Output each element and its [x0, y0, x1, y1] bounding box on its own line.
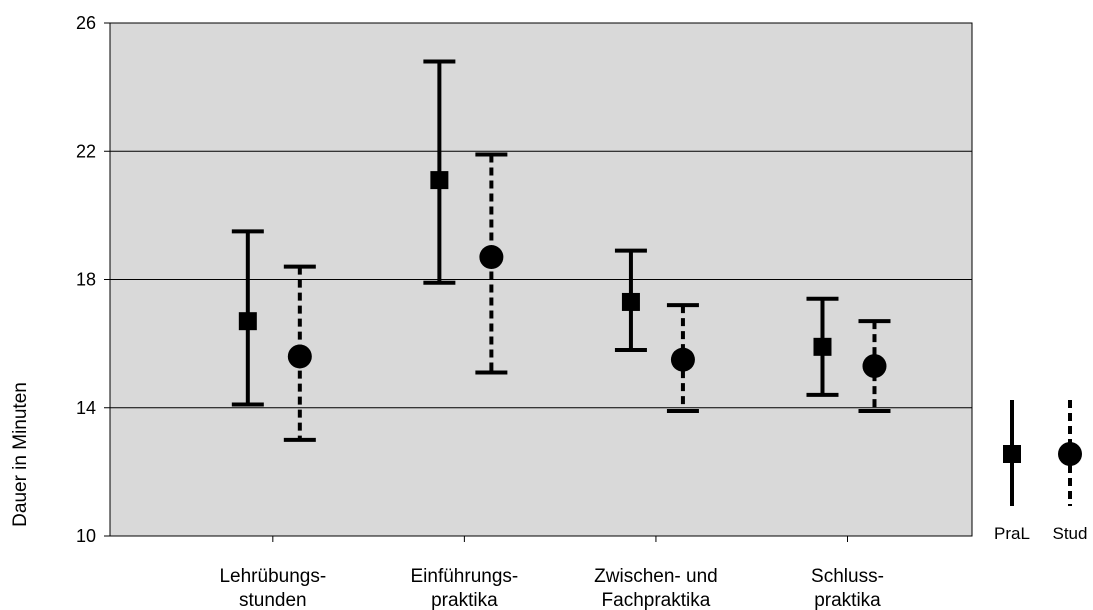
- y-tick-label: 14: [76, 398, 96, 418]
- marker-square: [238, 312, 257, 331]
- y-tick-label: 26: [76, 13, 96, 33]
- legend-marker-square: [1003, 445, 1021, 463]
- x-axis-ticks: Lehrübungs-stunden Einführungs-praktika Zw…: [219, 536, 884, 610]
- x-category-label: stunden: [239, 590, 307, 610]
- y-tick-label: 18: [76, 270, 96, 290]
- grid-lines: [110, 150, 972, 409]
- y-axis-label: Dauer in Minuten: [10, 382, 31, 527]
- legend: PraL Stud: [994, 400, 1087, 543]
- marker-square: [813, 337, 832, 356]
- x-category-label: Fachpraktika: [602, 590, 711, 610]
- marker-square: [430, 171, 449, 190]
- x-category-label: Schluss-: [811, 566, 884, 587]
- marker-circle: [479, 245, 504, 270]
- marker-circle: [862, 354, 887, 379]
- error-bars: [231, 59, 891, 442]
- y-tick-label: 22: [76, 141, 96, 161]
- legend-label: Stud: [1053, 524, 1088, 543]
- marker-circle: [670, 347, 695, 372]
- y-tick-label: 10: [76, 526, 96, 546]
- legend-marker-circle: [1058, 442, 1082, 466]
- y-axis-ticks: 10 14 18 22 26: [76, 13, 110, 546]
- legend-label: PraL: [994, 524, 1030, 543]
- marker-circle: [287, 344, 312, 369]
- marker-square: [621, 292, 640, 311]
- x-category-label: praktika: [814, 590, 881, 610]
- x-category-label: praktika: [431, 590, 498, 610]
- x-category-label: Lehrübungs-: [219, 566, 326, 587]
- x-category-label: Zwischen- und: [594, 566, 718, 587]
- x-category-label: Einführungs-: [411, 566, 519, 587]
